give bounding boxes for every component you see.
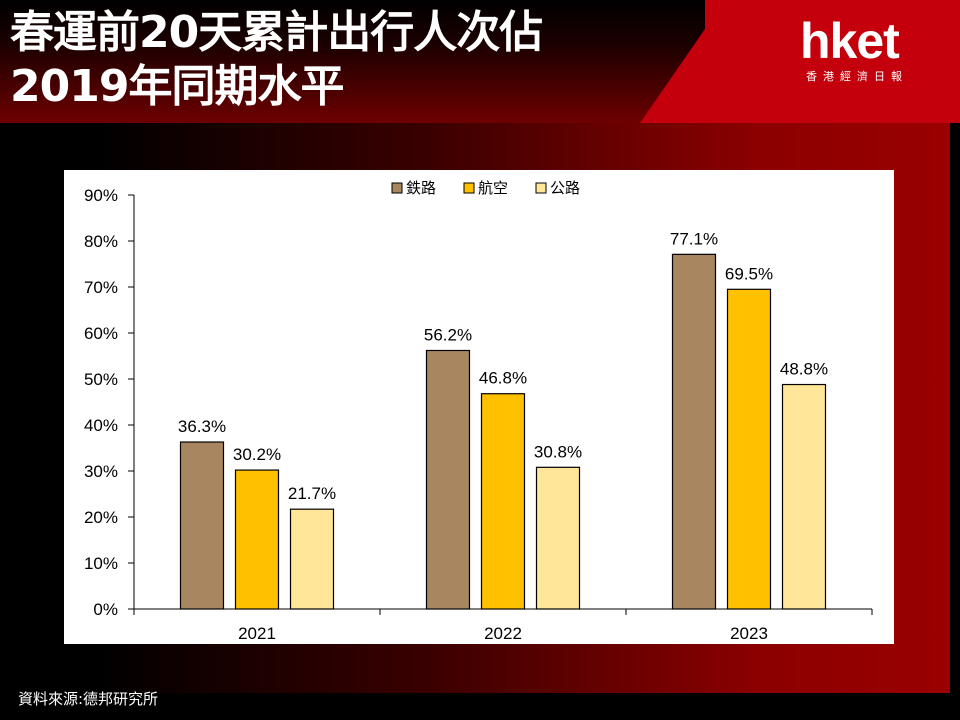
y-tick-label: 20% [84, 508, 118, 527]
bar-鉄路-2022 [425, 349, 471, 610]
legend: 鉄路 航空 公路 [391, 180, 580, 197]
y-tick-label: 50% [84, 370, 118, 389]
logo-subtitle: 香港經濟日報 [806, 70, 908, 83]
bar-航空-2021 [234, 469, 280, 610]
legend-label: 公路 [550, 180, 580, 197]
source-note: 資料來源:德邦研究所 [18, 690, 159, 708]
legend-swatch [535, 182, 547, 194]
y-tick-label: 0% [93, 600, 118, 619]
data-label: 56.2% [424, 325, 472, 344]
y-tick-label: 30% [84, 462, 118, 481]
data-label: 21.7% [288, 484, 336, 503]
y-tick-label: 10% [84, 554, 118, 573]
legend-label: 航空 [478, 180, 508, 197]
y-tick-label: 80% [84, 232, 118, 251]
bar-鉄路-2021 [179, 441, 225, 610]
logo-wordmark: hket [800, 13, 900, 69]
x-tick-label: 2021 [238, 624, 276, 643]
bar-公路-2021 [289, 508, 335, 610]
y-tick-label: 60% [84, 324, 118, 343]
y-axis: 0% 10% 20% 30% 40% 50% 60% 70% 80% 90% [84, 186, 135, 619]
legend-swatch [463, 182, 475, 194]
x-tick-label: 2023 [730, 624, 768, 643]
bar-鉄路-2023 [671, 253, 717, 610]
legend-label: 鉄路 [406, 180, 436, 197]
title-line-1: 春運前20天累計出行人次佔 [10, 7, 543, 58]
data-label: 48.8% [780, 360, 828, 379]
data-label: 30.2% [233, 445, 281, 464]
bar-chart: 0%10%20%30%40%50%60%70%80%90% 2021 2022 20… [84, 180, 873, 643]
data-label: 46.8% [479, 369, 527, 388]
header-red-block [705, 0, 960, 123]
chart-container: 0% 10% 20% 30% 40% 50% 60% 70% 80% 90% 2021 2022 20… [64, 170, 894, 644]
hket-logo: hket 香港經濟日報 [800, 16, 940, 84]
bar-公路-2023 [781, 383, 827, 610]
title-line-2: 2019年同期水平 [10, 61, 344, 112]
bar-公路-2022 [535, 466, 581, 610]
x-axis: 2021 2022 2023 [133, 608, 873, 643]
bars: 36.3% 30.2% 21.7% 56.2% 46.8% 30.8% 77.1% 69.5%… [178, 229, 828, 610]
y-tick-label: 70% [84, 278, 118, 297]
y-tick-label: 90% [84, 186, 118, 205]
data-label: 30.8% [534, 442, 582, 461]
legend-swatch [391, 182, 403, 194]
data-label: 36.3% [178, 417, 226, 436]
bar-航空-2022 [480, 393, 526, 610]
data-label: 69.5% [725, 264, 773, 283]
x-tick-label: 2022 [484, 624, 522, 643]
data-label: 77.1% [670, 229, 718, 248]
bar-航空-2023 [726, 288, 772, 610]
y-tick-label: 40% [84, 416, 118, 435]
page-title: 春運前20天累計出行人次佔 2019年同期水平 [10, 6, 543, 114]
